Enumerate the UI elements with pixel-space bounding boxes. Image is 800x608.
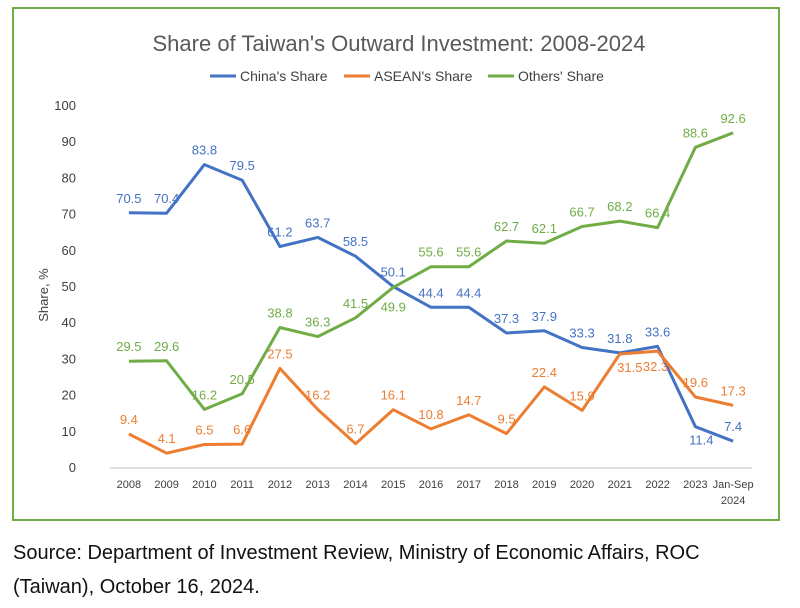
x-tick-label: 2020	[570, 479, 594, 491]
data-label: 29.5	[116, 339, 141, 354]
data-label: 44.4	[456, 285, 481, 300]
data-label: 58.5	[343, 234, 368, 249]
x-tick-label: Jan-Sep	[713, 479, 754, 491]
data-label: 10.8	[418, 407, 443, 422]
series-line	[128, 131, 734, 411]
data-label: 6.7	[346, 422, 364, 437]
y-axis-label: Share, %	[36, 268, 51, 322]
data-label: 41.5	[343, 296, 368, 311]
data-labels: 70.5 70.4 83.8 79.5 61.2 63.7 58.5 50.1 44.4 44.4…	[116, 111, 746, 448]
data-label: 33.6	[645, 324, 670, 339]
data-label: 62.1	[532, 221, 557, 236]
data-label: 92.6	[720, 111, 745, 126]
data-label: 83.8	[192, 143, 217, 158]
data-label: 16.2	[305, 387, 330, 402]
data-label: 37.3	[494, 311, 519, 326]
data-label: 27.5	[267, 346, 292, 361]
x-tick-label: 2019	[532, 479, 556, 491]
chart-title: Share of Taiwan's Outward Investment: 20…	[153, 31, 646, 56]
data-label: 61.2	[267, 224, 292, 239]
data-label: 55.6	[456, 245, 481, 260]
data-label: 55.6	[418, 245, 443, 260]
x-tick-label: 2012	[268, 479, 292, 491]
data-label: 6.5	[195, 422, 213, 437]
legend-label: China's Share	[240, 68, 328, 84]
y-tick-label: 60	[62, 243, 76, 258]
data-label: 31.5	[617, 360, 642, 375]
data-label: 6.6	[233, 422, 251, 437]
axes: 0 10 20 30 40 50 60 70 80 90 100 2008 2009 2010 2011 20…	[54, 98, 753, 507]
data-label: 36.3	[305, 315, 330, 330]
data-label: 66.4	[645, 206, 670, 221]
data-label: 70.5	[116, 191, 141, 206]
x-tick-label: 2009	[154, 479, 178, 491]
legend-label: Others' Share	[518, 68, 604, 84]
x-tick-label: 2016	[419, 479, 443, 491]
legend-label: ASEAN's Share	[374, 68, 473, 84]
y-tick-label: 70	[62, 207, 76, 222]
data-label: 62.7	[494, 219, 519, 234]
series-layer	[128, 131, 734, 455]
x-tick-label: 2008	[117, 479, 141, 491]
data-label: 49.9	[381, 299, 406, 314]
data-label: 14.7	[456, 393, 481, 408]
data-label: 19.6	[683, 375, 708, 390]
data-label: 31.8	[607, 331, 632, 346]
x-tick-label: 2010	[192, 479, 216, 491]
y-tick-label: 0	[69, 460, 76, 475]
source-note: Source: Department of Investment Review,…	[13, 542, 700, 598]
data-label: 50.1	[381, 265, 406, 280]
x-tick-label: 2021	[608, 479, 632, 491]
x-tick-label: 2014	[343, 479, 367, 491]
data-label: 38.8	[267, 306, 292, 321]
y-tick-label: 10	[62, 424, 76, 439]
data-label: 70.4	[154, 191, 179, 206]
data-label: 17.3	[720, 383, 745, 398]
data-label: 68.2	[607, 199, 632, 214]
data-label: 16.2	[192, 387, 217, 402]
y-tick-label: 50	[62, 279, 76, 294]
data-label: 66.7	[569, 205, 594, 220]
data-label: 37.9	[532, 309, 557, 324]
series-line	[128, 349, 734, 455]
x-tick-label: 2015	[381, 479, 405, 491]
y-tick-label: 80	[62, 170, 76, 185]
data-label: 29.6	[154, 339, 179, 354]
x-tick-label: 2018	[494, 479, 518, 491]
x-tick-label: 2024	[721, 495, 745, 507]
data-label: 7.4	[724, 419, 742, 434]
chart-frame: Share of Taiwan's Outward Investment: 20…	[12, 7, 780, 521]
data-label: 4.1	[158, 431, 176, 446]
data-label: 9.4	[120, 412, 138, 427]
data-label: 32.3	[643, 359, 668, 374]
y-tick-label: 40	[62, 315, 76, 330]
y-tick-label: 100	[54, 98, 76, 113]
series-line	[128, 163, 734, 443]
y-tick-label: 30	[62, 351, 76, 366]
data-label: 88.6	[683, 125, 708, 140]
x-tick-label: 2013	[305, 479, 329, 491]
data-label: 9.5	[497, 412, 515, 427]
data-label: 20.5	[230, 372, 255, 387]
data-label: 33.3	[569, 325, 594, 340]
y-tick-label: 20	[62, 388, 76, 403]
y-tick-label: 90	[62, 134, 76, 149]
x-tick-label: 2017	[457, 479, 481, 491]
data-label: 22.4	[532, 365, 557, 380]
data-label: 16.1	[381, 388, 406, 403]
chart-legend: China's Share ASEAN's Share Others' Share	[210, 68, 604, 84]
data-label: 63.7	[305, 215, 330, 230]
line-chart: Share of Taiwan's Outward Investment: 20…	[36, 31, 754, 507]
x-tick-label: 2011	[230, 479, 254, 491]
x-tick-label: 2023	[683, 479, 707, 491]
data-label: 44.4	[418, 285, 443, 300]
data-label: 11.4	[689, 433, 713, 448]
data-label: 79.5	[230, 158, 255, 173]
x-tick-label: 2022	[645, 479, 669, 491]
data-label: 15.9	[569, 388, 594, 403]
